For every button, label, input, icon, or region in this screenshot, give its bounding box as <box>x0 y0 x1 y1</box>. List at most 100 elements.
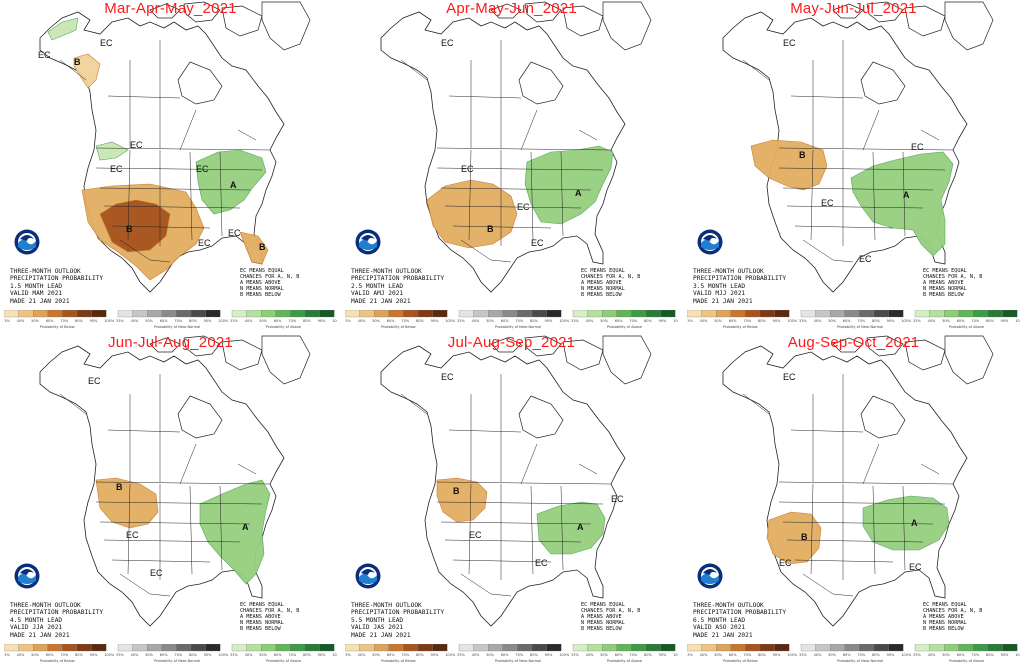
colorbar-tick-label: 33% <box>687 653 693 657</box>
below-bar-swatch <box>76 310 92 318</box>
legend-key-line: EC MEANS EQUAL <box>581 602 625 608</box>
above-bar-swatch <box>304 644 320 652</box>
below-bar <box>345 644 448 652</box>
colorbar-tick-label: 70% <box>174 653 182 657</box>
below-bar <box>345 310 448 318</box>
info-line: PRECIPITATION PROBABILITY <box>693 275 787 283</box>
boundary-line <box>460 239 512 263</box>
above-bar-swatch <box>929 310 945 318</box>
below-bar-swatch <box>4 310 19 318</box>
below-bar-swatch <box>374 644 389 652</box>
normal-bar-swatch <box>546 310 562 318</box>
boundary-line <box>59 59 87 81</box>
above-bar-swatch <box>914 644 930 652</box>
boundary-line <box>95 147 271 151</box>
ec-label: EC <box>150 568 163 578</box>
normal-bar-swatch <box>176 310 192 318</box>
legend-key-line: B MEANS BELOW <box>240 292 281 298</box>
normal-bar-swatch <box>873 644 889 652</box>
colorbar-tick-label: 60% <box>274 319 282 323</box>
colorbar-tick-label: 90% <box>204 319 212 323</box>
colorbar-tick-label: 40% <box>17 653 25 657</box>
region-east-above <box>850 151 954 257</box>
info-line: THREE-MONTH OUTLOOK <box>10 602 81 609</box>
above-bar-swatch <box>958 310 974 318</box>
colorbar-caption: Probability of Below <box>723 325 758 329</box>
colorbar-tick-label: 90% <box>204 653 212 657</box>
normal-bar-swatch <box>176 644 192 652</box>
colorbar-tick-label: 80% <box>416 319 424 323</box>
greenland-outline <box>261 335 311 385</box>
ec-label: EC <box>821 198 834 208</box>
colorbar-tick-label: 100% <box>673 653 678 657</box>
info-line: THREE-MONTH OUTLOOK <box>10 268 81 275</box>
colorbar-tick-label: 90% <box>773 653 781 657</box>
ec-label: EC <box>196 164 209 174</box>
normal-bar-swatch <box>815 644 831 652</box>
colorbar-caption: Probability of Above <box>266 325 301 329</box>
normal-bar-swatch <box>800 644 816 652</box>
colorbar-tick-label: 33% <box>4 319 10 323</box>
colorbar-tick-label: 80% <box>644 319 652 323</box>
ec-label: EC <box>909 562 922 572</box>
normal-bar-swatch <box>859 310 875 318</box>
colorbar-tick-label: 33% <box>457 653 465 657</box>
above-bar-swatch <box>660 310 676 318</box>
colorbar-tick-label: 80% <box>530 653 538 657</box>
colorbar-tick-label: 70% <box>288 319 296 323</box>
info-line: VALID MJJ 2021 <box>693 290 746 298</box>
boundary-line <box>179 109 197 151</box>
boundary-line <box>778 481 954 485</box>
category-label: B <box>801 532 808 542</box>
boundary-line <box>95 481 271 485</box>
boundary-line <box>862 109 880 151</box>
region-southwest-below <box>426 179 518 249</box>
above-bar-swatch <box>261 644 276 652</box>
colorbar-tick-label: 50% <box>372 653 380 657</box>
arctic-island-outline <box>183 1 221 23</box>
arctic-island-outline <box>524 1 562 23</box>
ec-label: EC <box>461 164 474 174</box>
legend-key-line: A MEANS ABOVE <box>923 614 964 620</box>
above-bar-swatch <box>1002 310 1018 318</box>
colorbar-tick-label: 33% <box>799 319 807 323</box>
info-line: PRECIPITATION PROBABILITY <box>351 609 445 617</box>
colorbar-tick-label: 100% <box>104 653 115 657</box>
arctic-island-outline <box>149 337 181 353</box>
colorbar-tick-label: 70% <box>857 319 865 323</box>
greenland-outline <box>261 1 311 51</box>
info-line: 3.5 MONTH LEAD <box>693 282 746 290</box>
below-bar-swatch <box>403 310 419 318</box>
above-bar-swatch <box>987 310 1003 318</box>
colorbar-tick-label: 50% <box>600 319 608 323</box>
above-bar-swatch <box>231 644 247 652</box>
boundary-line <box>448 429 522 433</box>
outlook-info-block: THREE-MONTH OUTLOOK PRECIPITATION PROBABI… <box>693 268 786 305</box>
colorbar-tick-label: 50% <box>372 319 380 323</box>
colorbar-tick-label: 70% <box>515 319 523 323</box>
ec-label: EC <box>198 238 211 248</box>
normal-bar-swatch <box>473 644 489 652</box>
colorbar-tick-label: 100% <box>1015 653 1020 657</box>
colorbar-tick-label: 80% <box>758 653 766 657</box>
outlook-panel: EC B EC A EC Aug-Sep-Oct_2021 THREE-MONTH OUTL… <box>683 334 1024 668</box>
colorbar-tick-label: 90% <box>90 319 98 323</box>
ec-label: EC <box>110 164 123 174</box>
above-bar-swatch <box>645 644 661 652</box>
legend-key-line: CHANCES FOR A, N, B <box>240 608 300 614</box>
below-bar-swatch <box>759 310 775 318</box>
category-label: A <box>230 180 237 190</box>
colorbar-tick-label: 40% <box>17 319 25 323</box>
above-bar-swatch <box>944 644 959 652</box>
normal-bar-swatch <box>190 644 206 652</box>
below-bar <box>687 310 790 318</box>
colorbar-tick-label: 60% <box>501 319 509 323</box>
boundary-line <box>810 483 814 575</box>
below-bar-swatch <box>432 310 448 318</box>
below-bar-swatch <box>730 310 746 318</box>
colorbar-caption: Probability of Near-Normal <box>154 659 200 663</box>
colorbar-tick-label: 100% <box>104 319 115 323</box>
